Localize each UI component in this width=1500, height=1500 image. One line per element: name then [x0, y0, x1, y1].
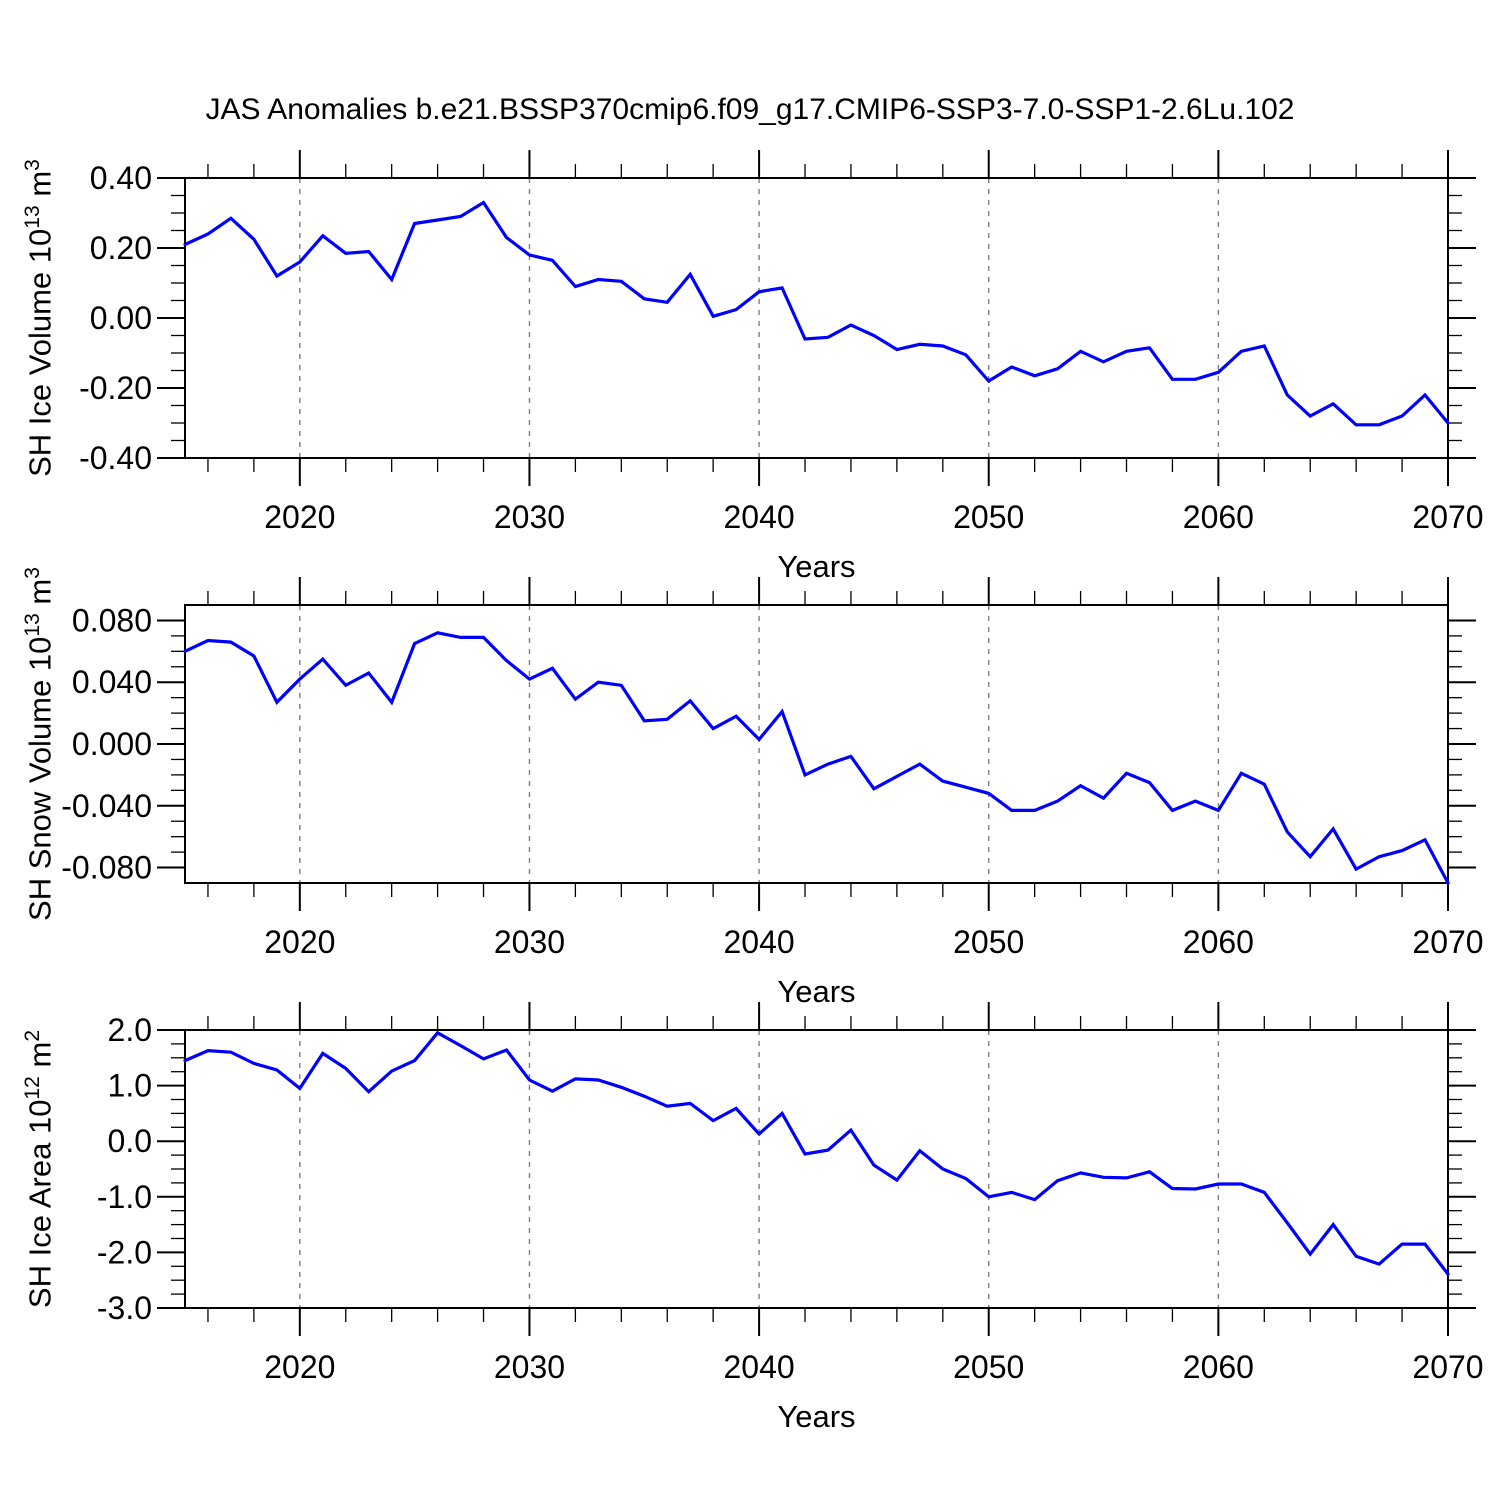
- unit-exponent: 3: [21, 159, 44, 171]
- y-tick-label: -0.20: [79, 370, 152, 406]
- x-axis-title-panel3: Years: [777, 1399, 856, 1434]
- x-tick-label: 2020: [264, 924, 335, 960]
- y-tick-label: 0.000: [72, 726, 152, 762]
- x-tick-label: 2070: [1412, 924, 1483, 960]
- x-tick-label: 2050: [953, 1349, 1024, 1385]
- x-tick-label: 2060: [1183, 499, 1254, 535]
- y-tick-label: -0.040: [61, 788, 152, 824]
- y-tick-label: 0.40: [90, 160, 152, 196]
- x-axis-title-panel1: Years: [777, 549, 856, 584]
- y-tick-label: -3.0: [97, 1290, 152, 1326]
- exponent: 13: [21, 205, 44, 229]
- y-tick-label: 0.20: [90, 230, 152, 266]
- x-tick-label: 2040: [723, 924, 794, 960]
- x-tick-label: 2050: [953, 499, 1024, 535]
- exponent: 13: [21, 613, 44, 637]
- y-axis-title-ice-volume: SH Ice Volume 1013 m3: [12, 98, 58, 538]
- y-axis-title-text: SH Ice Area 10: [22, 1099, 58, 1309]
- y-tick-label: -2.0: [97, 1234, 152, 1270]
- y-tick-label: 0.040: [72, 664, 152, 700]
- x-tick-label: 2030: [494, 1349, 565, 1385]
- x-tick-label: 2030: [494, 499, 565, 535]
- x-tick-label: 2070: [1412, 499, 1483, 535]
- unit: m: [22, 578, 58, 614]
- y-tick-label: 0.0: [108, 1123, 152, 1159]
- unit-exponent: 2: [21, 1029, 44, 1042]
- y-tick-label: 0.080: [72, 602, 152, 638]
- x-tick-label: 2040: [723, 1349, 794, 1385]
- unit: m: [22, 1041, 58, 1077]
- ice-area-panel: 2020 2030 2040 2050 2060 2070 2.0 1.0 0.0 -1.0 -2.…: [97, 1002, 1484, 1385]
- data-line-sh-ice-volume: [183, 200, 1450, 427]
- unit: m: [22, 170, 58, 206]
- y-axis-title-snow-volume: SH Snow Volume 1013 m3: [12, 524, 58, 964]
- panel-frame: [184, 1029, 1449, 1309]
- x-tick-label: 2030: [494, 924, 565, 960]
- chart-title: JAS Anomalies b.e21.BSSP370cmip6.f09_g17…: [205, 93, 1295, 126]
- x-tick-label: 2040: [723, 499, 794, 535]
- ice-volume-panel: 2020 2030 2040 2050 2060 2070 0.40 0.20 0.00 -0.2…: [79, 150, 1484, 535]
- panel-frame: [184, 177, 1449, 459]
- y-tick-label: -0.080: [61, 850, 152, 886]
- data-line-sh-snow-volume: [183, 631, 1450, 885]
- y-tick-label: 0.00: [90, 300, 152, 336]
- y-axis-title-ice-area: SH Ice Area 1012 m2: [12, 949, 58, 1389]
- x-tick-label: 2060: [1183, 1349, 1254, 1385]
- panel-frame: [184, 604, 1449, 884]
- y-axis-title-text: SH Ice Volume 10: [22, 228, 58, 477]
- unit-exponent: 3: [21, 567, 44, 579]
- snow-volume-panel: 2020 2030 2040 2050 2060 2070 0.080 0.040 0.000 -…: [61, 577, 1484, 960]
- x-tick-label: 2060: [1183, 924, 1254, 960]
- y-tick-label: 2.0: [108, 1012, 152, 1048]
- x-tick-label: 2050: [953, 924, 1024, 960]
- y-tick-label: -1.0: [97, 1179, 152, 1215]
- data-line-sh-ice-area: [183, 1030, 1450, 1276]
- x-tick-label: 2070: [1412, 1349, 1483, 1385]
- y-tick-label: -0.40: [79, 440, 152, 476]
- x-axis-title-panel2: Years: [777, 974, 856, 1009]
- y-axis-title-text: SH Snow Volume 10: [22, 636, 58, 921]
- y-tick-label: 1.0: [108, 1068, 152, 1104]
- exponent: 12: [21, 1076, 44, 1100]
- x-tick-label: 2020: [264, 499, 335, 535]
- x-tick-label: 2020: [264, 1349, 335, 1385]
